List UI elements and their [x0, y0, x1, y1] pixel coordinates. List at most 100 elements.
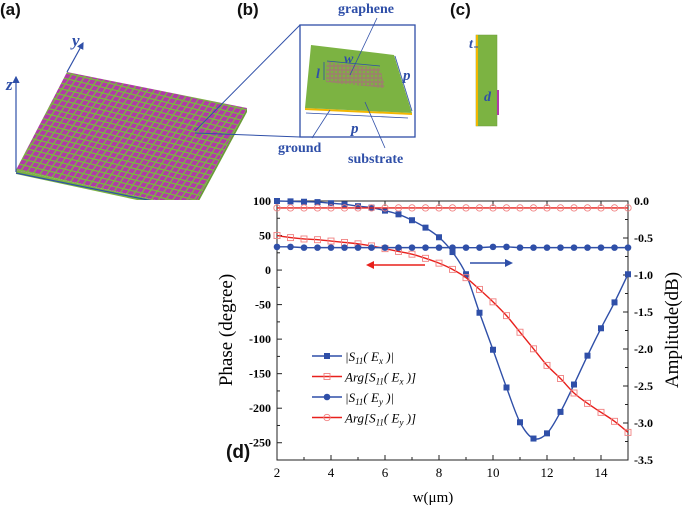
data-point	[516, 328, 524, 336]
data-point	[571, 381, 577, 388]
data-point	[300, 244, 308, 251]
l-label: l	[316, 67, 320, 82]
data-point	[273, 243, 281, 251]
legend-entry: |S11( Ey )|	[345, 390, 394, 407]
side-view-ground	[476, 35, 478, 126]
data-point	[422, 254, 429, 262]
legend-sub2: y	[378, 397, 383, 407]
legend-sub: 11	[376, 418, 384, 428]
data-point	[287, 198, 294, 205]
data-point	[476, 309, 483, 316]
x-tick-label: 6	[382, 465, 389, 480]
data-point	[381, 204, 389, 212]
data-point	[570, 204, 578, 212]
legend-mid: ( E	[384, 411, 400, 426]
data-point	[313, 204, 322, 212]
graphene-label: graphene	[338, 2, 394, 17]
data-point	[597, 244, 605, 251]
data-point	[314, 199, 321, 206]
plot-frame	[276, 200, 629, 461]
data-point	[584, 399, 591, 407]
data-point	[597, 204, 605, 212]
data-point	[530, 435, 537, 442]
data-point	[490, 346, 496, 353]
data-point	[556, 204, 565, 212]
legend-entry: Arg[S11( Ey )]	[344, 411, 416, 428]
x-tick-label: 12	[541, 465, 554, 480]
legend-end: )]	[403, 411, 416, 426]
legend-entry: |S11( Ex )|	[345, 349, 394, 366]
data-point	[476, 285, 483, 293]
data-point	[395, 244, 402, 251]
panel-label-a: (a)	[0, 0, 21, 19]
data-point	[300, 235, 308, 243]
y-tick-label: -100	[249, 332, 271, 346]
y2-tick-label: -0.5	[634, 231, 653, 245]
data-point	[544, 430, 550, 437]
data-point	[597, 408, 605, 416]
data-point	[422, 224, 429, 231]
data-point	[327, 204, 335, 212]
x-tick-label: 14	[595, 465, 609, 480]
series-line-1	[276, 234, 629, 433]
data-point	[367, 204, 376, 212]
legend-sub2: x	[378, 356, 383, 366]
data-point	[503, 384, 510, 391]
legend-mid: ( E	[363, 349, 379, 364]
legend-marker	[323, 373, 331, 380]
legend-end: )|	[383, 349, 394, 364]
structure-diagram: z y x graphene ground substrate w l p p …	[5, 2, 499, 200]
y-tick-label: 100	[253, 194, 271, 208]
data-point	[557, 408, 564, 415]
x-tick-label: 8	[436, 465, 443, 480]
panel-label-c: (c)	[450, 0, 471, 19]
data-point	[287, 243, 294, 251]
right-axis-arrowhead	[505, 259, 513, 267]
data-point	[503, 312, 510, 320]
data-point	[273, 232, 281, 239]
data-point	[314, 236, 321, 244]
data-point	[408, 244, 416, 251]
data-point	[625, 271, 631, 278]
left-axis-arrowhead	[366, 261, 374, 269]
data-point	[274, 198, 280, 204]
left-axis-title: Phase (degree)	[216, 274, 237, 386]
data-point	[517, 419, 523, 426]
y2-tick-label: -3.0	[634, 416, 653, 430]
x-tick-label: 2	[274, 465, 281, 480]
data-point	[449, 265, 456, 273]
data-point	[341, 244, 348, 251]
data-point	[503, 243, 510, 251]
data-point	[462, 244, 470, 251]
y-tick-label: -50	[255, 298, 271, 312]
data-point	[570, 244, 578, 251]
graphene-patch	[326, 62, 385, 88]
data-point	[340, 204, 349, 212]
data-point	[462, 204, 470, 212]
data-point	[530, 244, 537, 251]
data-point	[327, 237, 335, 245]
data-point	[300, 204, 308, 212]
data-point	[529, 204, 538, 212]
data-point	[516, 244, 524, 251]
x-axis-arrow	[15, 172, 151, 200]
x-axis-title: w(μm)	[413, 490, 454, 506]
right-axis-title: Amplitude(dB)	[662, 272, 683, 388]
data-point	[381, 244, 389, 251]
y-tick-label: -250	[249, 436, 271, 450]
data-point	[516, 204, 524, 212]
data-point	[475, 204, 484, 212]
data-point	[462, 274, 470, 282]
data-point	[287, 234, 294, 242]
data-point	[624, 428, 632, 436]
y-tick-label: -150	[249, 367, 271, 381]
data-point	[543, 204, 551, 212]
data-point	[286, 204, 295, 212]
legend-main: |S	[345, 390, 356, 405]
metasurface-top	[16, 72, 247, 200]
y2-tick-label: -1.0	[634, 268, 653, 282]
legend-main: Arg[S	[344, 411, 376, 426]
data-point	[557, 244, 564, 251]
substrate-label: substrate	[348, 152, 403, 167]
